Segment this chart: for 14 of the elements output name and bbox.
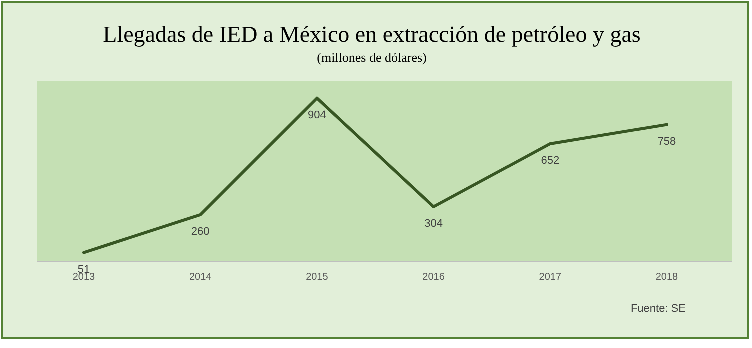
data-label: 652 <box>541 154 560 167</box>
x-tick-label: 2014 <box>189 272 212 283</box>
x-tick-label: 2015 <box>306 272 329 283</box>
source-note: Fuente: SE <box>630 303 686 315</box>
data-label: 260 <box>191 226 210 238</box>
data-label: 304 <box>424 218 443 230</box>
x-tick-label: 2016 <box>422 272 446 283</box>
chart-subtitle: (millones de dólares) <box>317 50 427 65</box>
x-tick-label: 2013 <box>72 272 96 283</box>
x-tick-label: 2018 <box>656 272 679 283</box>
x-tick-label: 2017 <box>539 272 562 283</box>
data-label: 904 <box>308 109 326 122</box>
data-label: 758 <box>658 136 676 148</box>
chart-title: Llegadas de IED a México en extracción de petróleo y gas <box>103 22 641 47</box>
